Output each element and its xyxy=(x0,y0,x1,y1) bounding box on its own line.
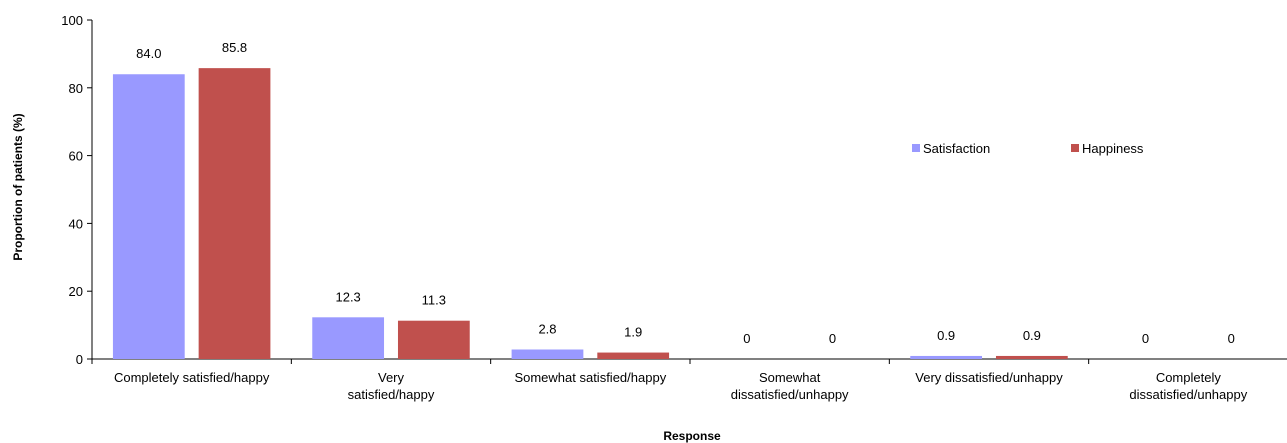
bar-satisfaction xyxy=(511,349,584,359)
data-label: 0 xyxy=(1142,331,1149,346)
y-tick-label: 40 xyxy=(69,216,83,231)
x-axis: Completely satisfied/happy Very satisfied/… xyxy=(91,358,1287,402)
data-labels: 84.0 12.3 2.8 0 0.9 0 85.8 11.3 1.9 0 0.9 0 xyxy=(136,40,1235,346)
y-tick-label: 60 xyxy=(69,149,83,164)
y-tick-label: 0 xyxy=(76,352,83,367)
x-category-label: dissatisfied/unhappy xyxy=(1129,387,1247,402)
y-tick-label: 80 xyxy=(69,81,83,96)
x-category-label: dissatisfied/unhappy xyxy=(731,387,849,402)
y-axis: 0 20 40 60 80 100 xyxy=(61,13,93,367)
data-label: 12.3 xyxy=(335,289,360,304)
x-category-label: Very xyxy=(378,370,405,385)
x-category-label: Very dissatisfied/unhappy xyxy=(915,370,1063,385)
bar-happiness xyxy=(597,352,670,359)
data-label: 11.3 xyxy=(422,293,446,308)
bar-happiness xyxy=(995,355,1068,359)
bar-happiness xyxy=(397,320,470,359)
legend-label: Satisfaction xyxy=(923,141,990,156)
data-label: 1.9 xyxy=(624,325,642,340)
x-category-label: Somewhat satisfied/happy xyxy=(514,370,666,385)
x-category-label: Completely xyxy=(1156,370,1222,385)
data-label: 2.8 xyxy=(538,322,556,337)
bar-satisfaction xyxy=(312,317,385,359)
y-tick-label: 100 xyxy=(61,13,83,28)
bar-satisfaction xyxy=(910,355,983,359)
bar-happiness xyxy=(198,68,271,359)
data-label: 0.9 xyxy=(937,328,955,343)
x-category-label: satisfied/happy xyxy=(348,387,435,402)
y-tick-label: 20 xyxy=(69,284,83,299)
x-axis-title: Response xyxy=(663,429,721,443)
data-label: 85.8 xyxy=(222,40,247,55)
bar-satisfaction xyxy=(112,74,185,360)
legend-swatch xyxy=(1071,144,1079,152)
x-category-label: Completely satisfied/happy xyxy=(114,370,270,385)
data-label: 0 xyxy=(743,331,750,346)
data-label: 0.9 xyxy=(1023,328,1041,343)
legend: Satisfaction Happiness xyxy=(912,141,1144,156)
legend-swatch xyxy=(912,144,920,152)
y-axis-title: Proportion of patients (%) xyxy=(11,113,25,260)
x-category-label: Somewhat xyxy=(759,370,821,385)
legend-label: Happiness xyxy=(1082,141,1144,156)
data-label: 0 xyxy=(829,331,836,346)
data-label: 84.0 xyxy=(136,46,161,61)
data-label: 0 xyxy=(1228,331,1235,346)
bars xyxy=(112,68,1068,360)
